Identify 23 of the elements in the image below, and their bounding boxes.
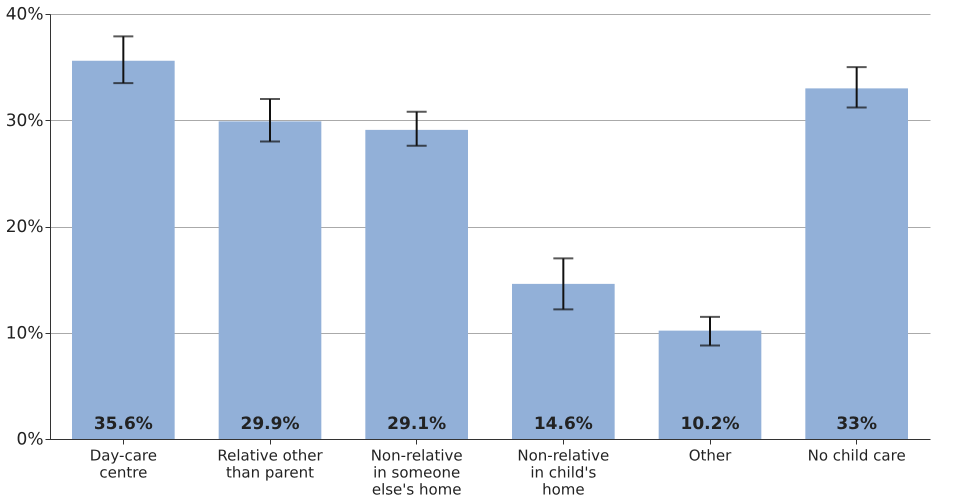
y-tick-label: 0% [16, 430, 44, 450]
bar [805, 88, 908, 439]
x-tick-label: Day-care centre [90, 446, 157, 482]
x-tick-label: Other [688, 446, 732, 464]
data-label: 14.6% [534, 414, 593, 434]
bar [512, 284, 615, 439]
bar [365, 130, 468, 439]
data-label: 10.2% [680, 414, 740, 434]
x-tick-label: Relative other than parent [217, 446, 324, 482]
x-tick-label: Non-relative in someone else's home [370, 446, 463, 498]
data-label: 33% [836, 414, 878, 434]
x-tick-label: No child care [808, 446, 906, 464]
bar [658, 330, 762, 439]
y-tick-label: 30% [6, 110, 44, 131]
y-tick-label: 10% [6, 323, 44, 344]
data-label: 35.6% [94, 414, 153, 434]
data-label: 29.9% [240, 414, 300, 434]
bar [72, 60, 175, 439]
data-label: 29.1% [387, 414, 446, 434]
x-tick-label: Non-relative in child's home [517, 446, 610, 498]
y-tick-label: 20% [6, 217, 44, 237]
y-tick-label: 40% [6, 4, 44, 24]
bar [218, 121, 322, 439]
